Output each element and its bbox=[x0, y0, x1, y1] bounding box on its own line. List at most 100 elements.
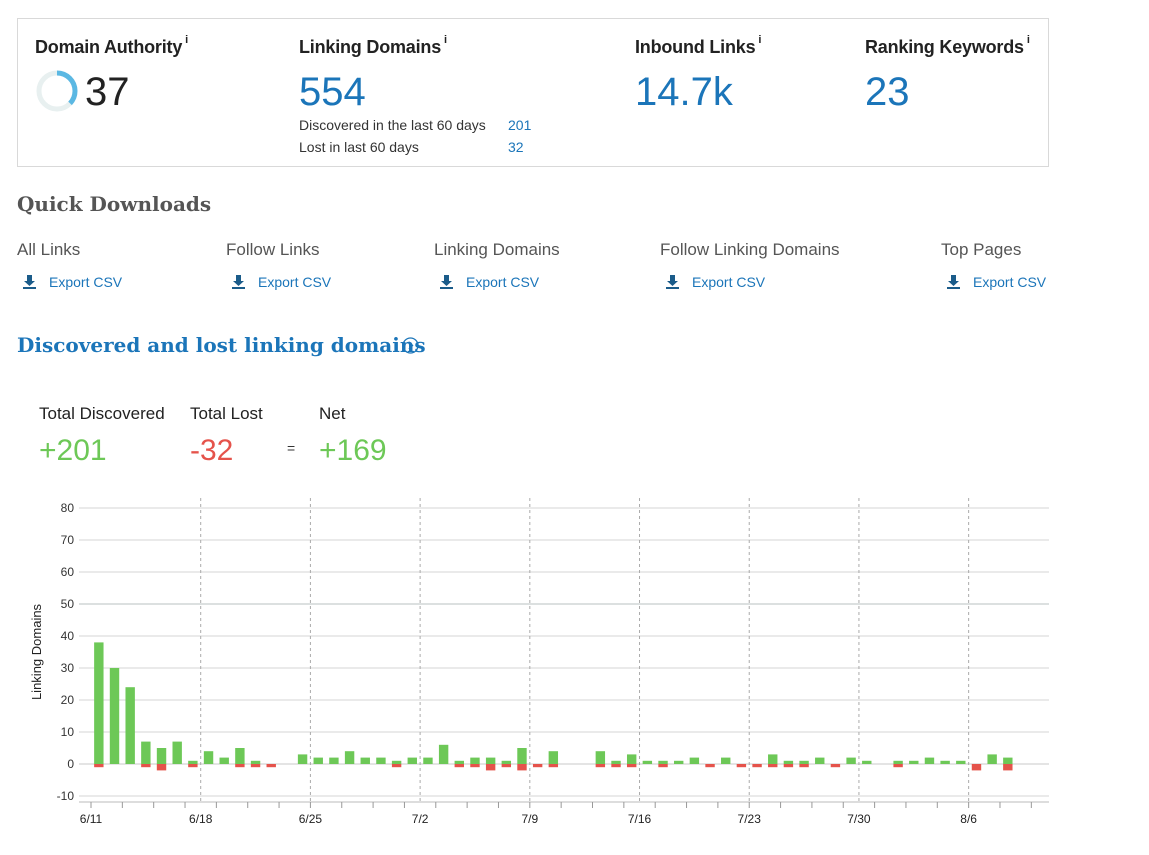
discovered-bar bbox=[783, 760, 794, 764]
discovered-bar bbox=[893, 760, 903, 764]
download-label: Follow Links bbox=[226, 240, 320, 259]
export-csv-button[interactable]: Export CSV bbox=[440, 274, 539, 290]
download-label: Follow Linking Domains bbox=[660, 240, 840, 259]
info-icon[interactable]: i bbox=[1026, 34, 1030, 46]
discovered-bar bbox=[156, 748, 167, 764]
discovered-bar bbox=[956, 760, 966, 764]
discovered-bar bbox=[454, 760, 464, 764]
discovered-bar bbox=[203, 751, 214, 764]
discovered-bar bbox=[376, 757, 386, 764]
lost-bar bbox=[517, 764, 527, 771]
x-tick-label: 7/2 bbox=[412, 812, 429, 826]
lost-60-days-row: Lost in last 60 days 32 bbox=[299, 139, 524, 155]
info-icon[interactable]: i bbox=[444, 34, 447, 46]
discovered-bar bbox=[689, 757, 700, 764]
export-csv-button[interactable]: Export CSV bbox=[232, 274, 331, 290]
lost-bar bbox=[626, 764, 637, 768]
discovered-bar bbox=[862, 760, 872, 764]
discovered-bar bbox=[642, 760, 653, 764]
info-icon[interactable]: i bbox=[758, 34, 762, 46]
lost-bar bbox=[595, 764, 606, 768]
download-follow-links: Follow Links Export CSV bbox=[226, 240, 331, 290]
discovered-60-days-row: Discovered in the last 60 days 201 bbox=[299, 117, 531, 133]
lost-bar bbox=[736, 764, 747, 768]
discovered-bar bbox=[987, 754, 997, 764]
inbound-links-label: Inbound Links i bbox=[635, 34, 762, 57]
download-label: Linking Domains bbox=[434, 240, 560, 259]
y-tick-label: 20 bbox=[61, 693, 75, 707]
discovered-bar bbox=[595, 751, 606, 764]
discovered-bar bbox=[172, 741, 182, 764]
y-tick-label: 70 bbox=[61, 533, 75, 547]
net-total: Net +169 bbox=[319, 404, 387, 467]
discovered-bar bbox=[485, 757, 496, 764]
chevron-right-circle-icon[interactable] bbox=[402, 337, 419, 354]
lost-bar bbox=[235, 764, 245, 768]
export-csv-button[interactable]: Export CSV bbox=[947, 274, 1046, 290]
discovered-bar bbox=[250, 760, 261, 764]
y-tick-label: 0 bbox=[67, 757, 74, 771]
export-csv-button[interactable]: Export CSV bbox=[23, 274, 122, 290]
lost-bar bbox=[391, 764, 402, 768]
discovered-lost-section-title[interactable]: Discovered and lost linking domains bbox=[17, 333, 426, 357]
lost-bar bbox=[94, 764, 104, 768]
download-label: Top Pages bbox=[941, 240, 1022, 259]
discovered-bar bbox=[768, 754, 778, 764]
discovered-bar bbox=[1003, 757, 1013, 764]
discovered-bar bbox=[721, 757, 731, 764]
discovered-bar bbox=[391, 760, 402, 764]
discovered-bar bbox=[219, 757, 229, 764]
y-tick-label: -10 bbox=[57, 789, 75, 803]
linking-domains-label: Linking Domains i bbox=[299, 34, 447, 57]
discovered-bar bbox=[344, 751, 355, 764]
x-tick-label: 7/23 bbox=[738, 812, 762, 826]
lost-bar bbox=[141, 764, 151, 768]
discovered-60-days-value[interactable]: 201 bbox=[508, 117, 532, 133]
export-csv-button[interactable]: Export CSV bbox=[666, 274, 765, 290]
lost-bar bbox=[470, 764, 480, 768]
x-tick-label: 6/18 bbox=[189, 812, 213, 826]
linking-domains-bar-chart: -10 0 10 20 30 40 50 60 70 80 Linking Domains 6/11 6… bbox=[29, 498, 1049, 826]
discovered-bar bbox=[674, 760, 684, 764]
y-tick-label: 10 bbox=[61, 725, 75, 739]
discovered-bar bbox=[360, 757, 370, 764]
lost-bar bbox=[705, 764, 715, 768]
lost-60-days-value[interactable]: 32 bbox=[508, 139, 524, 155]
y-tick-label: 50 bbox=[61, 597, 75, 611]
discovered-bar bbox=[658, 760, 668, 764]
lost-60-days-label: Lost in last 60 days bbox=[299, 139, 419, 155]
ranking-keywords-value: 23 bbox=[865, 70, 910, 114]
x-tick-label: 7/16 bbox=[628, 812, 652, 826]
discovered-bar bbox=[297, 754, 308, 764]
lost-bar bbox=[752, 764, 762, 768]
lost-bar bbox=[1003, 764, 1013, 771]
total-lost-label: Total Lost bbox=[190, 404, 263, 423]
download-icon bbox=[947, 275, 960, 289]
discovered-bar bbox=[501, 760, 512, 764]
lost-bar bbox=[611, 764, 621, 768]
lost-bar bbox=[485, 764, 496, 771]
discovered-bar bbox=[125, 687, 135, 764]
total-discovered-value: +201 bbox=[39, 434, 107, 467]
x-tick-label: 6/25 bbox=[299, 812, 323, 826]
total-lost: Total Lost -32 bbox=[190, 404, 263, 467]
download-top-pages: Top Pages Export CSV bbox=[941, 240, 1046, 290]
download-follow-linking-domains: Follow Linking Domains Export CSV bbox=[660, 240, 840, 290]
lost-bar bbox=[532, 764, 543, 768]
info-icon[interactable]: i bbox=[185, 34, 188, 46]
download-icon bbox=[23, 275, 36, 289]
metrics-card: Domain Authority i 37 Linking Domains i 55… bbox=[17, 18, 1049, 167]
y-tick-label: 80 bbox=[61, 501, 75, 515]
lost-bar bbox=[658, 764, 668, 768]
lost-bar bbox=[548, 764, 559, 768]
lost-bar bbox=[454, 764, 464, 768]
lost-bar bbox=[188, 764, 198, 768]
domain-authority-label: Domain Authority i bbox=[35, 34, 188, 57]
discovered-bar bbox=[313, 757, 323, 764]
net-value: +169 bbox=[319, 434, 387, 467]
discovered-bar bbox=[109, 668, 120, 764]
total-discovered-label: Total Discovered bbox=[39, 404, 165, 423]
total-discovered: Total Discovered +201 bbox=[39, 404, 165, 467]
discovered-60-days-label: Discovered in the last 60 days bbox=[299, 117, 486, 133]
discovered-bar bbox=[329, 757, 339, 764]
